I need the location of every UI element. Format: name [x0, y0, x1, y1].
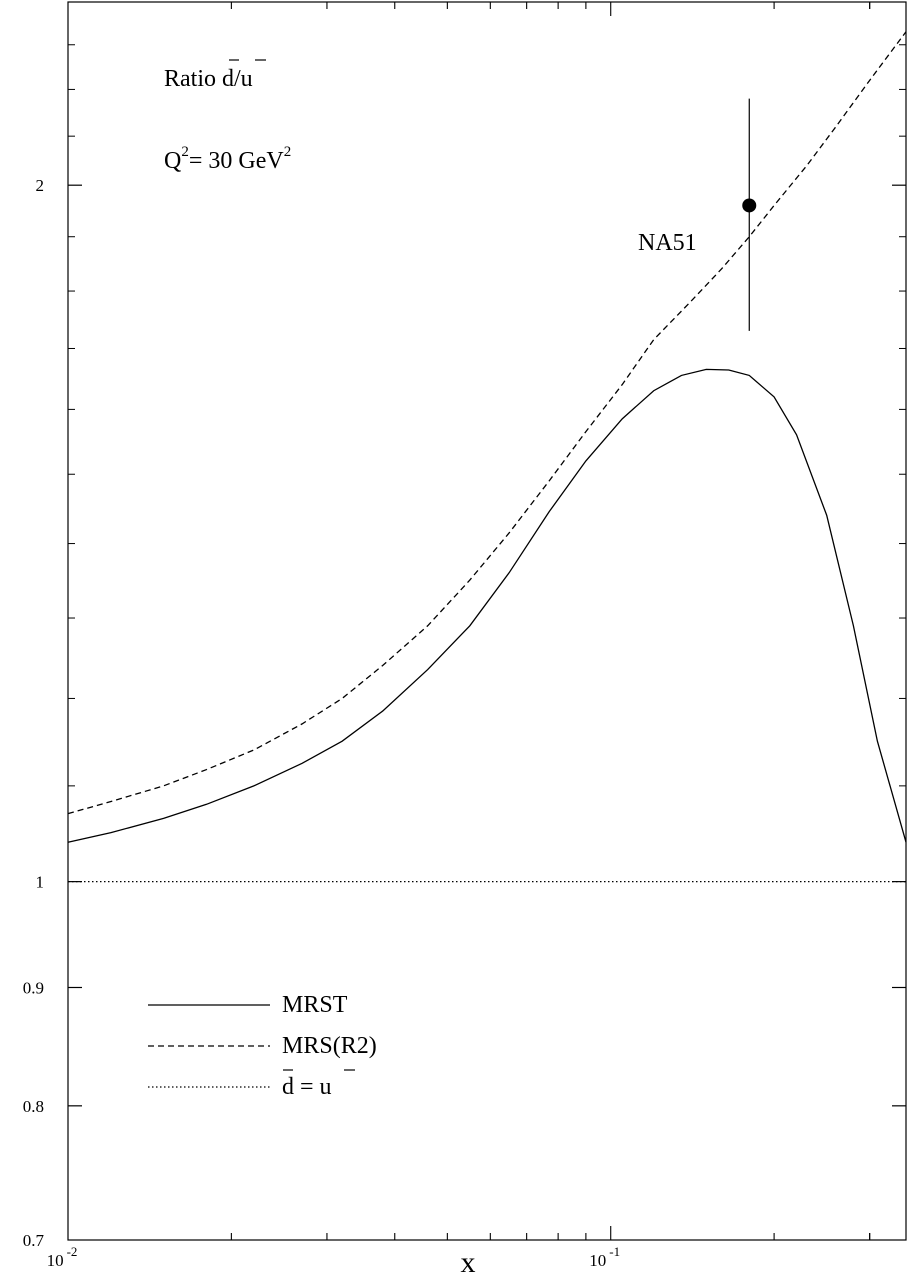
na51-point	[742, 198, 756, 212]
ratio-annotation: Ratio d/u	[164, 66, 253, 92]
axis-ticks: 0.7 0.8 0.9 1 2 10 -2 10 -1	[23, 2, 906, 1270]
q2-annotation: Q2= 30 GeV2	[164, 144, 291, 174]
y-tick-label: 0.9	[23, 978, 44, 997]
y-tick-label: 0.7	[23, 1231, 45, 1250]
ratio-u: u	[241, 66, 253, 92]
x-tick-label: 10 -1	[589, 1244, 620, 1270]
data-points-layer	[742, 99, 756, 331]
legend: MRST MRS(R2) d = u	[148, 992, 377, 1100]
x-axis-label: x	[461, 1246, 476, 1276]
na51-label: NA51	[638, 230, 697, 256]
plot-frame	[68, 2, 906, 1240]
ratio-d: d	[222, 66, 234, 92]
y-tick-label: 1	[36, 873, 45, 892]
legend-label-mrst: MRST	[282, 992, 348, 1018]
y-tick-label: 0.8	[23, 1097, 44, 1116]
legend-label-equal: d = u	[282, 1074, 332, 1100]
legend-label-mrsr2: MRS(R2)	[282, 1033, 377, 1059]
series-line-mrst	[68, 369, 906, 842]
x-tick-label: 10 -2	[47, 1244, 78, 1270]
y-tick-label: 2	[36, 176, 45, 195]
